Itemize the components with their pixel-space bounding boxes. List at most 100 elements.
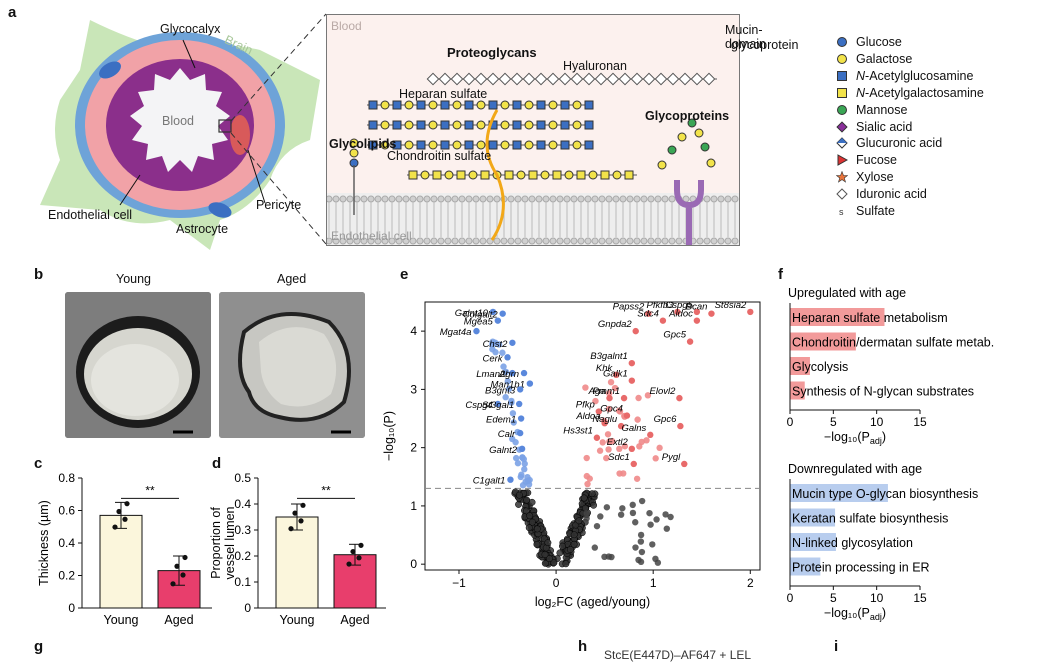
gene-point-up xyxy=(613,371,620,379)
data-point xyxy=(112,524,118,530)
glycan-circle xyxy=(548,120,558,130)
down-x-tick-label: 15 xyxy=(913,591,927,605)
panel-label-f: f xyxy=(778,266,783,283)
lipid-head xyxy=(416,237,424,245)
lipid-head xyxy=(444,195,452,203)
lipid-head xyxy=(374,237,382,245)
data-point xyxy=(346,561,352,567)
lipid-head xyxy=(458,195,466,203)
significance-label: ** xyxy=(145,483,155,497)
up-point xyxy=(643,437,650,444)
legend-label: Fucose xyxy=(856,153,897,168)
glycan-circle xyxy=(444,170,454,180)
lipid-head xyxy=(507,237,515,245)
inset-label-mucin: Mucin-domain xyxy=(725,23,766,51)
down-point xyxy=(499,349,506,356)
gene-label: Extl2 xyxy=(607,437,629,448)
legend-item: N-Acetylglucosamine xyxy=(836,69,973,83)
gene-label: Aldoa xyxy=(575,411,600,422)
iduronic-acid-icon xyxy=(836,188,848,200)
glycan-square xyxy=(464,140,474,150)
gene-label: Galnt10 xyxy=(455,308,489,319)
lipid-head xyxy=(570,237,578,245)
non-significant-point xyxy=(588,490,596,498)
lipid-head xyxy=(346,237,354,245)
lipid-head xyxy=(444,237,452,245)
gene-point-up xyxy=(601,419,608,427)
non-significant-point xyxy=(590,501,598,509)
lipid-head xyxy=(374,195,382,203)
lipid-head xyxy=(668,237,676,245)
non-significant-point xyxy=(638,548,646,556)
lipid-head xyxy=(521,195,529,203)
gene-label: Cspg5 xyxy=(665,300,693,311)
glycan-square xyxy=(536,140,546,150)
down-label: Keratan sulfate biosynthesis xyxy=(792,512,948,526)
down-point xyxy=(505,385,513,392)
lipid-head xyxy=(556,237,564,245)
lipid-head xyxy=(710,237,718,245)
lipid-head xyxy=(465,237,473,245)
lipid-head xyxy=(367,237,375,245)
gene-point-down xyxy=(518,445,526,453)
lipid-head xyxy=(626,237,634,245)
lipid-head xyxy=(633,195,641,203)
y-tick-label: 2 xyxy=(410,441,417,455)
non-significant-point xyxy=(619,505,626,512)
lipid-head xyxy=(465,195,473,203)
gene-point-down xyxy=(489,308,497,316)
n-acetylgalactosamine-icon xyxy=(836,87,848,99)
data-point xyxy=(174,563,180,569)
glycan-square xyxy=(368,120,378,130)
non-significant-point xyxy=(526,512,534,520)
lipid-head xyxy=(577,195,585,203)
lipid-head xyxy=(458,237,466,245)
lipid-head xyxy=(731,195,739,203)
legend-label: Glucuronic acid xyxy=(856,136,943,151)
glycan-square xyxy=(552,170,562,180)
down-point xyxy=(502,394,509,401)
x-tick-label: Aged xyxy=(164,613,193,627)
gene-point-up xyxy=(677,422,684,430)
lumen-chart: 0 0.1 0.2 0.3 0.4 0.5 Young Aged ** Proportion of… xyxy=(209,471,386,627)
x-tick-label: Aged xyxy=(340,613,369,627)
lipid-head xyxy=(430,195,438,203)
lipid-head xyxy=(661,195,669,203)
down-x-tick-label: 10 xyxy=(870,591,884,605)
sulfate-icon: s xyxy=(836,205,848,217)
glycoprotein-glycan xyxy=(700,142,710,152)
gene-point-down xyxy=(494,317,502,324)
glycan-circle xyxy=(572,120,582,130)
down-title: Downregulated with age xyxy=(788,462,922,476)
lipid-head xyxy=(710,195,718,203)
glycan-illustration xyxy=(327,72,739,245)
up-point xyxy=(615,407,623,414)
data-point xyxy=(350,548,356,555)
up-x-tick-label: 10 xyxy=(870,415,884,429)
volcano-plot: −1 0 1 2 0 1 2 3 4 log₂FC (aged/young) −log₁₀(P) Ga… xyxy=(382,300,761,609)
x-tick-label: Young xyxy=(104,613,139,627)
gene-point-down xyxy=(516,386,524,393)
lipid-head xyxy=(402,195,410,203)
lipid-head xyxy=(647,195,655,203)
lipid-head xyxy=(668,195,676,203)
up-x-tick-label: 0 xyxy=(787,415,794,429)
gene-point-down xyxy=(526,380,534,387)
up-point xyxy=(633,475,641,482)
up-point xyxy=(583,454,590,462)
non-significant-point xyxy=(653,516,660,523)
glycan-diamond xyxy=(426,72,440,86)
glycan-diamond xyxy=(498,72,512,86)
lipid-head xyxy=(563,195,571,203)
y-tick-label: 4 xyxy=(410,324,417,338)
non-significant-point xyxy=(593,522,601,530)
down-x-tick-label: 0 xyxy=(787,591,794,605)
inset-label-endothelial: Endothelial cell xyxy=(331,229,412,243)
lipid-head xyxy=(507,195,515,203)
lipid-head xyxy=(451,195,459,203)
lipid-head xyxy=(591,237,599,245)
lipid-head xyxy=(640,195,648,203)
y-tick-label: 0 xyxy=(68,601,75,615)
glycan-circle xyxy=(540,170,550,180)
glycolipid-glycan xyxy=(349,148,359,158)
